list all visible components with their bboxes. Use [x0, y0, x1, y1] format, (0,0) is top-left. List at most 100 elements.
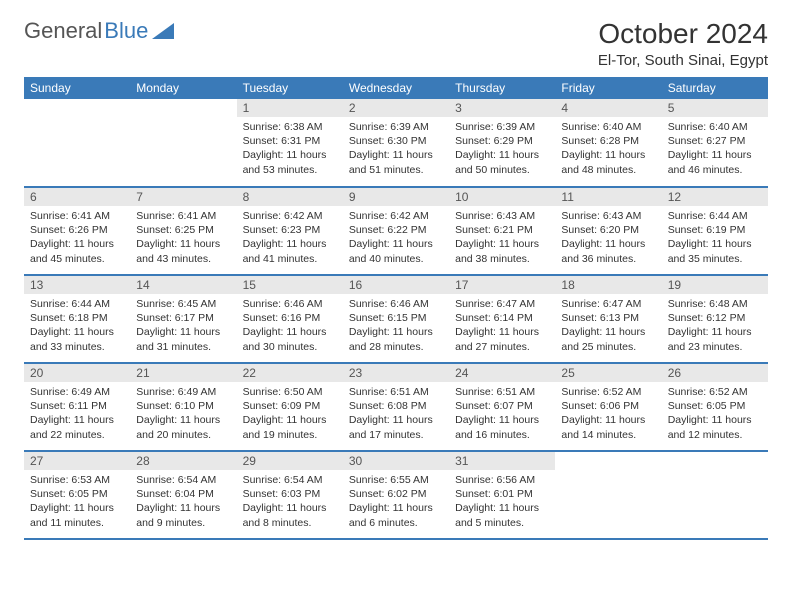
day-info: Sunrise: 6:49 AMSunset: 6:10 PMDaylight:…: [130, 382, 236, 446]
day-info: Sunrise: 6:56 AMSunset: 6:01 PMDaylight:…: [449, 470, 555, 534]
weekday-header: Wednesday: [343, 77, 449, 99]
day-info: Sunrise: 6:52 AMSunset: 6:05 PMDaylight:…: [662, 382, 768, 446]
day-info: Sunrise: 6:44 AMSunset: 6:18 PMDaylight:…: [24, 294, 130, 358]
day-number: 14: [130, 276, 236, 294]
calendar-page: GeneralBlue October 2024 El-Tor, South S…: [0, 0, 792, 550]
day-info: Sunrise: 6:41 AMSunset: 6:25 PMDaylight:…: [130, 206, 236, 270]
day-info: Sunrise: 6:54 AMSunset: 6:03 PMDaylight:…: [237, 470, 343, 534]
day-number: 26: [662, 364, 768, 382]
day-info: Sunrise: 6:40 AMSunset: 6:28 PMDaylight:…: [555, 117, 661, 181]
day-info: Sunrise: 6:40 AMSunset: 6:27 PMDaylight:…: [662, 117, 768, 181]
calendar-body: 1Sunrise: 6:38 AMSunset: 6:31 PMDaylight…: [24, 99, 768, 539]
calendar-cell: 31Sunrise: 6:56 AMSunset: 6:01 PMDayligh…: [449, 451, 555, 539]
weekday-header: Friday: [555, 77, 661, 99]
calendar-cell: 23Sunrise: 6:51 AMSunset: 6:08 PMDayligh…: [343, 363, 449, 451]
day-number: 11: [555, 188, 661, 206]
calendar-row: 1Sunrise: 6:38 AMSunset: 6:31 PMDaylight…: [24, 99, 768, 187]
day-number: 28: [130, 452, 236, 470]
day-number: 1: [237, 99, 343, 117]
calendar-cell: 22Sunrise: 6:50 AMSunset: 6:09 PMDayligh…: [237, 363, 343, 451]
weekday-header-row: SundayMondayTuesdayWednesdayThursdayFrid…: [24, 77, 768, 99]
day-number: 2: [343, 99, 449, 117]
calendar-cell: 6Sunrise: 6:41 AMSunset: 6:26 PMDaylight…: [24, 187, 130, 275]
day-number: 23: [343, 364, 449, 382]
day-info: Sunrise: 6:47 AMSunset: 6:13 PMDaylight:…: [555, 294, 661, 358]
calendar-cell: 28Sunrise: 6:54 AMSunset: 6:04 PMDayligh…: [130, 451, 236, 539]
day-number: 16: [343, 276, 449, 294]
calendar-cell: 2Sunrise: 6:39 AMSunset: 6:30 PMDaylight…: [343, 99, 449, 187]
day-number: 4: [555, 99, 661, 117]
day-number: 6: [24, 188, 130, 206]
calendar-cell: 11Sunrise: 6:43 AMSunset: 6:20 PMDayligh…: [555, 187, 661, 275]
day-info: Sunrise: 6:48 AMSunset: 6:12 PMDaylight:…: [662, 294, 768, 358]
calendar-cell: 30Sunrise: 6:55 AMSunset: 6:02 PMDayligh…: [343, 451, 449, 539]
calendar-cell: 3Sunrise: 6:39 AMSunset: 6:29 PMDaylight…: [449, 99, 555, 187]
calendar-cell: 13Sunrise: 6:44 AMSunset: 6:18 PMDayligh…: [24, 275, 130, 363]
calendar-cell: 27Sunrise: 6:53 AMSunset: 6:05 PMDayligh…: [24, 451, 130, 539]
calendar-cell: 5Sunrise: 6:40 AMSunset: 6:27 PMDaylight…: [662, 99, 768, 187]
location-label: El-Tor, South Sinai, Egypt: [598, 52, 768, 69]
day-info: Sunrise: 6:42 AMSunset: 6:23 PMDaylight:…: [237, 206, 343, 270]
calendar-cell: 10Sunrise: 6:43 AMSunset: 6:21 PMDayligh…: [449, 187, 555, 275]
day-number: 27: [24, 452, 130, 470]
day-number: 22: [237, 364, 343, 382]
brand-logo: GeneralBlue: [24, 18, 174, 44]
calendar-row: 27Sunrise: 6:53 AMSunset: 6:05 PMDayligh…: [24, 451, 768, 539]
day-number: 20: [24, 364, 130, 382]
calendar-cell: 12Sunrise: 6:44 AMSunset: 6:19 PMDayligh…: [662, 187, 768, 275]
calendar-cell: 9Sunrise: 6:42 AMSunset: 6:22 PMDaylight…: [343, 187, 449, 275]
calendar-cell: 21Sunrise: 6:49 AMSunset: 6:10 PMDayligh…: [130, 363, 236, 451]
day-number: 15: [237, 276, 343, 294]
day-number: 9: [343, 188, 449, 206]
day-number: 7: [130, 188, 236, 206]
calendar-cell: 20Sunrise: 6:49 AMSunset: 6:11 PMDayligh…: [24, 363, 130, 451]
calendar-row: 13Sunrise: 6:44 AMSunset: 6:18 PMDayligh…: [24, 275, 768, 363]
day-number: 25: [555, 364, 661, 382]
day-info: Sunrise: 6:54 AMSunset: 6:04 PMDaylight:…: [130, 470, 236, 534]
day-number: 17: [449, 276, 555, 294]
calendar-cell: 24Sunrise: 6:51 AMSunset: 6:07 PMDayligh…: [449, 363, 555, 451]
day-info: Sunrise: 6:53 AMSunset: 6:05 PMDaylight:…: [24, 470, 130, 534]
weekday-header: Saturday: [662, 77, 768, 99]
calendar-cell: 19Sunrise: 6:48 AMSunset: 6:12 PMDayligh…: [662, 275, 768, 363]
day-number: 13: [24, 276, 130, 294]
day-info: Sunrise: 6:43 AMSunset: 6:20 PMDaylight:…: [555, 206, 661, 270]
logo-triangle-icon: [152, 23, 174, 39]
calendar-cell-empty: [24, 99, 130, 187]
day-info: Sunrise: 6:43 AMSunset: 6:21 PMDaylight:…: [449, 206, 555, 270]
day-number: 3: [449, 99, 555, 117]
day-info: Sunrise: 6:42 AMSunset: 6:22 PMDaylight:…: [343, 206, 449, 270]
calendar-cell: 7Sunrise: 6:41 AMSunset: 6:25 PMDaylight…: [130, 187, 236, 275]
month-title: October 2024: [598, 18, 768, 50]
calendar-cell-empty: [662, 451, 768, 539]
day-number: 31: [449, 452, 555, 470]
calendar-cell-empty: [130, 99, 236, 187]
calendar-cell: 8Sunrise: 6:42 AMSunset: 6:23 PMDaylight…: [237, 187, 343, 275]
calendar-cell: 4Sunrise: 6:40 AMSunset: 6:28 PMDaylight…: [555, 99, 661, 187]
day-info: Sunrise: 6:44 AMSunset: 6:19 PMDaylight:…: [662, 206, 768, 270]
calendar-cell: 29Sunrise: 6:54 AMSunset: 6:03 PMDayligh…: [237, 451, 343, 539]
day-info: Sunrise: 6:46 AMSunset: 6:16 PMDaylight:…: [237, 294, 343, 358]
calendar-cell: 15Sunrise: 6:46 AMSunset: 6:16 PMDayligh…: [237, 275, 343, 363]
weekday-header: Thursday: [449, 77, 555, 99]
calendar-table: SundayMondayTuesdayWednesdayThursdayFrid…: [24, 77, 768, 540]
day-info: Sunrise: 6:41 AMSunset: 6:26 PMDaylight:…: [24, 206, 130, 270]
calendar-cell: 1Sunrise: 6:38 AMSunset: 6:31 PMDaylight…: [237, 99, 343, 187]
day-info: Sunrise: 6:39 AMSunset: 6:30 PMDaylight:…: [343, 117, 449, 181]
day-number: 21: [130, 364, 236, 382]
day-info: Sunrise: 6:46 AMSunset: 6:15 PMDaylight:…: [343, 294, 449, 358]
day-number: 30: [343, 452, 449, 470]
day-number: 10: [449, 188, 555, 206]
calendar-cell: 25Sunrise: 6:52 AMSunset: 6:06 PMDayligh…: [555, 363, 661, 451]
day-info: Sunrise: 6:47 AMSunset: 6:14 PMDaylight:…: [449, 294, 555, 358]
weekday-header: Sunday: [24, 77, 130, 99]
day-number: 29: [237, 452, 343, 470]
day-number: 8: [237, 188, 343, 206]
day-info: Sunrise: 6:52 AMSunset: 6:06 PMDaylight:…: [555, 382, 661, 446]
brand-part2: Blue: [104, 18, 148, 44]
calendar-cell: 26Sunrise: 6:52 AMSunset: 6:05 PMDayligh…: [662, 363, 768, 451]
title-block: October 2024 El-Tor, South Sinai, Egypt: [598, 18, 768, 69]
brand-part1: General: [24, 18, 102, 44]
day-number: 12: [662, 188, 768, 206]
calendar-cell: 17Sunrise: 6:47 AMSunset: 6:14 PMDayligh…: [449, 275, 555, 363]
